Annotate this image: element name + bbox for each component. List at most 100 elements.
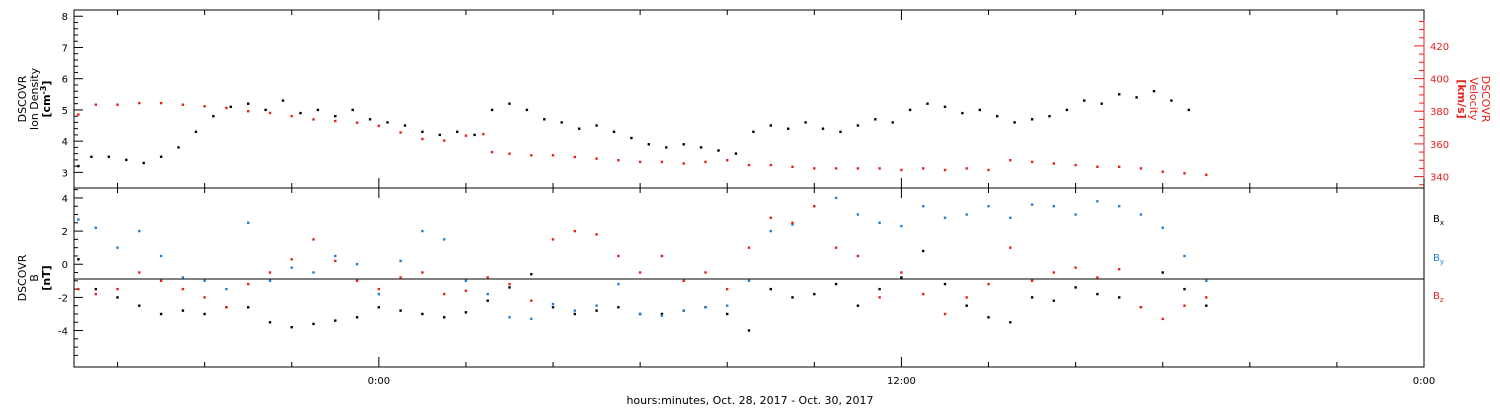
by-point bbox=[617, 282, 620, 286]
ion-density-point bbox=[473, 133, 476, 137]
by-point bbox=[1161, 226, 1164, 229]
legend-bz: Bz bbox=[1433, 291, 1444, 304]
by-point bbox=[159, 254, 163, 258]
time-tick-label: 0:00 bbox=[1413, 376, 1435, 387]
velocity-point bbox=[530, 154, 533, 157]
ion-density-point bbox=[787, 127, 790, 130]
bz-point bbox=[704, 271, 707, 274]
velocity-tick-label: 380 bbox=[1430, 107, 1449, 118]
by-point bbox=[769, 229, 772, 233]
ion-density-point bbox=[351, 108, 354, 112]
bz-point bbox=[747, 246, 751, 249]
velocity-point bbox=[813, 167, 816, 170]
ion-density-point bbox=[769, 124, 772, 127]
velocity-point bbox=[726, 159, 729, 162]
ion-density-point bbox=[247, 102, 250, 105]
ion-density-point bbox=[1048, 115, 1051, 118]
bz-point bbox=[965, 296, 968, 299]
bx-point bbox=[421, 312, 424, 316]
velocity-point bbox=[1205, 173, 1208, 177]
density-tick-label: 6 bbox=[62, 75, 68, 86]
bz-point bbox=[856, 254, 860, 258]
ion-density-point bbox=[978, 108, 981, 112]
by-point bbox=[225, 287, 228, 291]
bz-point bbox=[399, 276, 402, 279]
bx-point bbox=[377, 306, 380, 309]
velocity-point bbox=[181, 103, 185, 106]
density-tick-label: 5 bbox=[62, 106, 68, 117]
velocity-point bbox=[225, 106, 228, 110]
by-point bbox=[421, 229, 424, 233]
ion-density-point bbox=[316, 108, 320, 112]
velocity-point bbox=[247, 110, 250, 113]
ion-density-point bbox=[752, 130, 755, 133]
bx-point bbox=[965, 304, 968, 307]
by-point bbox=[290, 266, 293, 269]
velocity-point bbox=[900, 168, 903, 172]
ion-density-point bbox=[891, 121, 894, 124]
bz-point bbox=[573, 229, 576, 233]
bz-point bbox=[1161, 317, 1164, 321]
velocity-point bbox=[464, 134, 468, 137]
density-tick-label: 8 bbox=[62, 12, 68, 23]
bz-point bbox=[834, 246, 838, 249]
ion-density-point bbox=[1118, 93, 1121, 96]
bz-point bbox=[638, 271, 642, 274]
ion-density-point bbox=[421, 130, 424, 133]
velocity-point bbox=[791, 165, 794, 168]
velocity-point bbox=[138, 101, 141, 105]
by-point bbox=[1118, 205, 1121, 208]
velocity-point bbox=[965, 167, 968, 170]
bx-point bbox=[181, 309, 185, 312]
velocity-point bbox=[704, 160, 707, 164]
by-point bbox=[1096, 200, 1099, 203]
bx-point bbox=[464, 311, 468, 314]
bz-point bbox=[247, 282, 250, 286]
velocity-point bbox=[573, 155, 576, 159]
bz-point bbox=[726, 287, 729, 291]
by-point bbox=[834, 196, 838, 200]
bx-point bbox=[1009, 321, 1012, 324]
bx-point bbox=[878, 287, 881, 291]
by-point bbox=[573, 309, 576, 312]
by-point bbox=[247, 221, 250, 224]
x-axis-label: hours:minutes, Oct. 28, 2017 - Oct. 30, … bbox=[626, 394, 873, 407]
ion-density-point bbox=[560, 121, 563, 124]
ion-density-point bbox=[281, 99, 285, 102]
velocity-point bbox=[987, 168, 990, 172]
bx-point bbox=[595, 309, 598, 312]
velocity-point bbox=[1161, 170, 1164, 173]
bz-point bbox=[203, 296, 206, 299]
ion-density-point bbox=[229, 105, 232, 108]
bx-point bbox=[247, 306, 250, 309]
by-point bbox=[1139, 213, 1143, 216]
bz-point bbox=[421, 271, 424, 274]
ion-density-point bbox=[804, 121, 807, 124]
by-point bbox=[508, 316, 511, 319]
bz-point bbox=[1009, 246, 1012, 249]
velocity-point bbox=[1074, 163, 1077, 167]
velocity-point bbox=[334, 119, 337, 123]
ion-density-point bbox=[856, 124, 860, 127]
ion-density-point bbox=[839, 130, 842, 133]
bz-point bbox=[486, 276, 489, 279]
bz-point bbox=[682, 279, 685, 282]
velocity-point bbox=[769, 163, 772, 167]
bx-point bbox=[551, 306, 555, 309]
velocity-point bbox=[421, 137, 424, 141]
bx-point bbox=[1183, 287, 1186, 291]
ion-density-point bbox=[543, 118, 546, 121]
velocity-axis: 340 360 380 400 420 bbox=[1414, 10, 1449, 188]
by-point bbox=[551, 302, 555, 306]
ion-density-point bbox=[368, 118, 372, 121]
bz-point bbox=[922, 292, 925, 296]
bz-point bbox=[94, 292, 97, 296]
bz-point bbox=[530, 299, 533, 302]
by-point bbox=[660, 314, 664, 317]
by-point bbox=[1030, 203, 1034, 206]
ion-density-point bbox=[612, 130, 616, 133]
by-point bbox=[704, 306, 707, 309]
velocity-point bbox=[490, 150, 494, 154]
ion-density-point bbox=[699, 146, 703, 149]
